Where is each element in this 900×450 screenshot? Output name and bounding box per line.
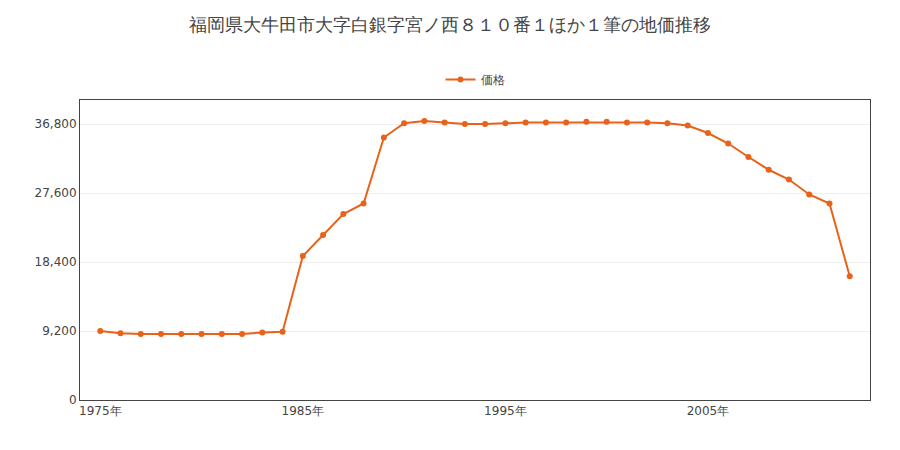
- svg-text:1975年: 1975年: [79, 404, 122, 418]
- svg-text:18,400: 18,400: [35, 255, 77, 269]
- svg-text:9,200: 9,200: [42, 324, 76, 338]
- svg-text:27,600: 27,600: [35, 186, 77, 200]
- svg-text:36,800: 36,800: [35, 117, 77, 131]
- svg-text:価格: 価格: [481, 73, 505, 87]
- svg-text:1985年: 1985年: [282, 404, 325, 418]
- svg-text:福岡県大牛田市大字白銀字宮ノ西８１０番１ほか１筆の地価推移: 福岡県大牛田市大字白銀字宮ノ西８１０番１ほか１筆の地価推移: [189, 14, 711, 35]
- svg-text:1995年: 1995年: [484, 404, 527, 418]
- svg-text:2005年: 2005年: [687, 404, 730, 418]
- svg-text:0: 0: [69, 393, 77, 407]
